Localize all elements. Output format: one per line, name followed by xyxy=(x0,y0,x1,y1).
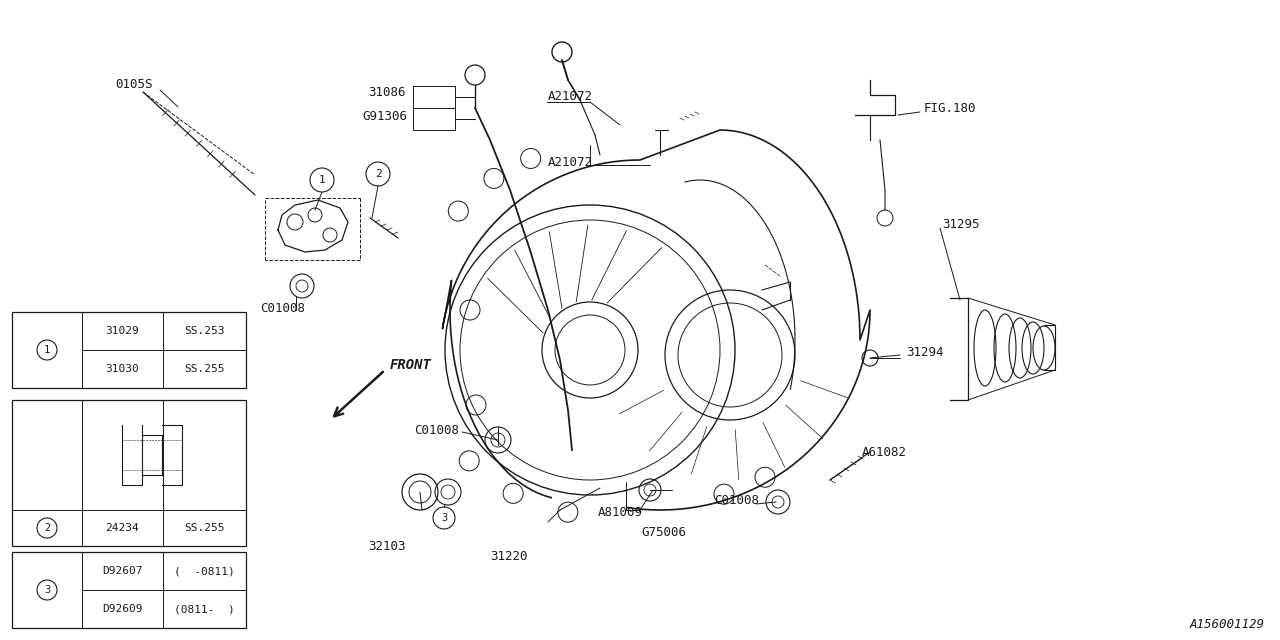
Text: 24234: 24234 xyxy=(106,523,140,533)
Text: 1: 1 xyxy=(44,345,50,355)
Text: 2: 2 xyxy=(44,523,50,533)
Bar xyxy=(12,312,246,388)
Text: A21072: A21072 xyxy=(548,156,593,168)
Text: A81009: A81009 xyxy=(598,506,643,518)
Text: 3: 3 xyxy=(440,513,447,523)
Text: 31295: 31295 xyxy=(942,218,979,230)
Text: 31086: 31086 xyxy=(369,86,406,99)
Text: 32103: 32103 xyxy=(369,540,406,552)
Bar xyxy=(12,552,246,628)
Text: (0811-  ): (0811- ) xyxy=(174,604,234,614)
Text: A21072: A21072 xyxy=(548,90,593,102)
Text: D92609: D92609 xyxy=(102,604,143,614)
Text: (  -0811): ( -0811) xyxy=(174,566,234,576)
Text: SS.255: SS.255 xyxy=(184,364,225,374)
Text: G75006: G75006 xyxy=(641,525,686,538)
Text: 0105S: 0105S xyxy=(115,77,152,90)
Text: A156001129: A156001129 xyxy=(1190,618,1265,632)
Text: 2: 2 xyxy=(375,169,381,179)
Text: D92607: D92607 xyxy=(102,566,143,576)
Text: 31220: 31220 xyxy=(490,550,527,563)
Text: FRONT: FRONT xyxy=(390,358,431,372)
Text: 3: 3 xyxy=(44,585,50,595)
Text: SS.253: SS.253 xyxy=(184,326,225,336)
Text: 31030: 31030 xyxy=(106,364,140,374)
Text: FIG.180: FIG.180 xyxy=(924,102,977,115)
Bar xyxy=(12,400,246,546)
Text: C01008: C01008 xyxy=(413,424,460,436)
Text: 31294: 31294 xyxy=(906,346,943,358)
Text: SS.255: SS.255 xyxy=(184,523,225,533)
Text: C01008: C01008 xyxy=(260,301,305,314)
Text: C01008: C01008 xyxy=(714,493,759,506)
Text: G91306: G91306 xyxy=(362,111,407,124)
Text: A61082: A61082 xyxy=(861,445,908,458)
Text: 1: 1 xyxy=(319,175,325,185)
Text: 31029: 31029 xyxy=(106,326,140,336)
